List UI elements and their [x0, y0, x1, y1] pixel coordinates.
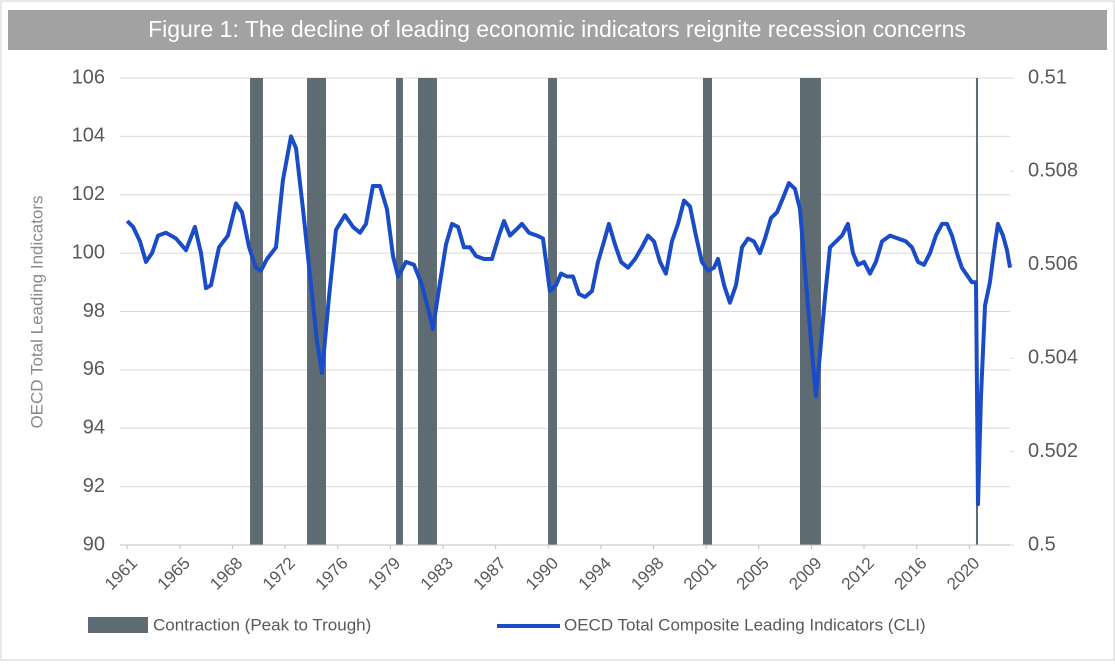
y-tick-label: 104 — [72, 125, 105, 147]
legend-label: Contraction (Peak to Trough) — [153, 615, 371, 634]
y2-tick-label: 0.504 — [1028, 346, 1078, 368]
y-tick-label: 106 — [72, 66, 105, 88]
legend-swatch — [88, 617, 148, 633]
y-tick-label: 90 — [83, 533, 105, 555]
recession-bar — [548, 78, 557, 545]
y2-tick-label: 0.506 — [1028, 253, 1078, 275]
y-tick-label: 96 — [83, 358, 105, 380]
y-tick-label: 100 — [72, 241, 105, 263]
y2-tick-label: 0.51 — [1028, 66, 1067, 88]
cli-line — [125, 134, 1012, 507]
y-tick-label: 98 — [83, 300, 105, 322]
y2-tick-label: 0.5 — [1028, 533, 1056, 555]
chart-title: Figure 1: The decline of leading economi… — [148, 16, 966, 42]
y2-tick-label: 0.502 — [1028, 440, 1078, 462]
legend-label: OECD Total Composite Leading Indicators … — [564, 615, 926, 634]
recession-bar — [396, 78, 403, 545]
recession-bar — [702, 78, 712, 545]
y-axis-title: OECD Total Leading Indicators — [27, 195, 46, 428]
y-tick-label: 102 — [72, 183, 105, 205]
y2-tick-label: 0.508 — [1028, 160, 1078, 182]
y-tick-label: 92 — [83, 475, 105, 497]
title-bar — [8, 10, 1107, 50]
recession-bar — [250, 78, 263, 545]
y-tick-label: 94 — [83, 417, 105, 439]
recession-bar — [307, 78, 326, 545]
